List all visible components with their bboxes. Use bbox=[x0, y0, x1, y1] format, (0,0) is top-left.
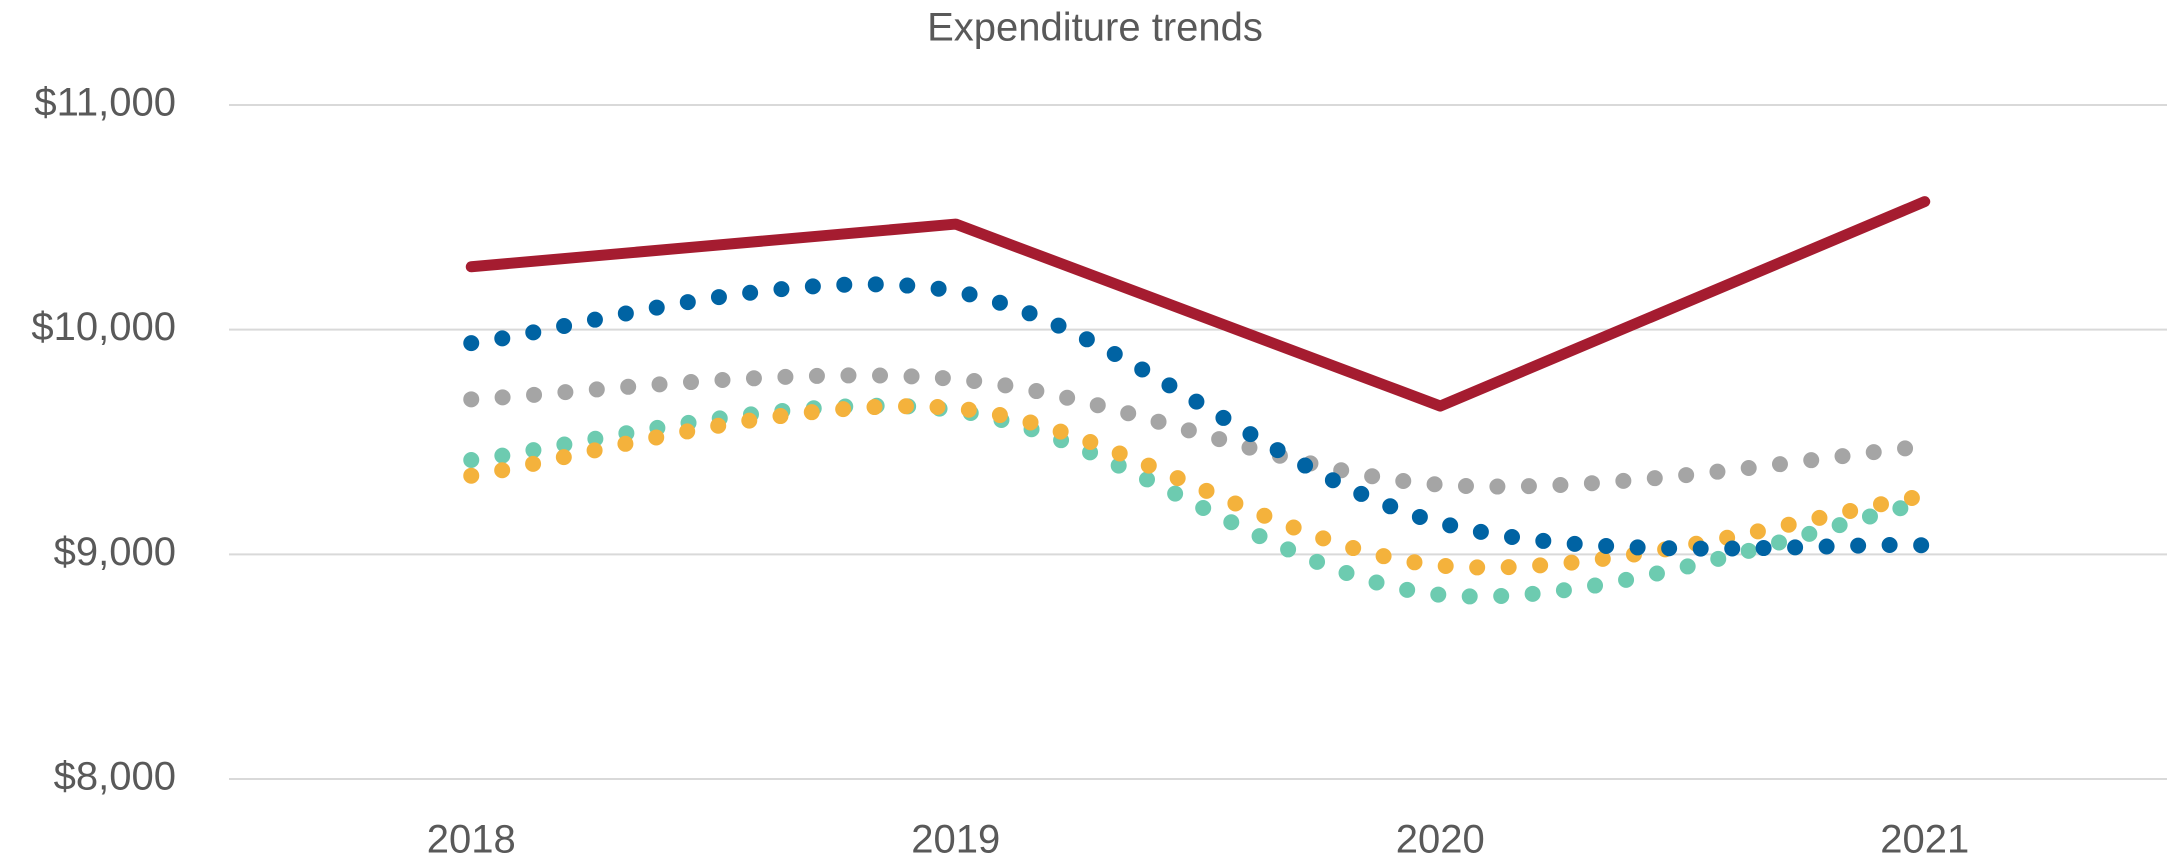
line bbox=[465, 196, 1931, 412]
y-tick-label: $9,000 bbox=[54, 530, 176, 574]
x-tick-label: 2021 bbox=[1880, 818, 1969, 862]
dotted-line bbox=[463, 397, 1933, 605]
dotted-line bbox=[463, 276, 1933, 557]
y-tick-label: $10,000 bbox=[31, 305, 176, 349]
dotted-line bbox=[463, 367, 1933, 495]
x-tick-label: 2020 bbox=[1396, 818, 1485, 862]
x-tick-label: 2018 bbox=[427, 818, 516, 862]
dotted-line bbox=[463, 398, 1933, 576]
x-tick-label: 2019 bbox=[911, 818, 1000, 862]
chart-title: Expenditure trends bbox=[927, 6, 1263, 50]
y-tick-label: $8,000 bbox=[54, 755, 176, 799]
y-tick-label: $11,000 bbox=[34, 81, 176, 125]
